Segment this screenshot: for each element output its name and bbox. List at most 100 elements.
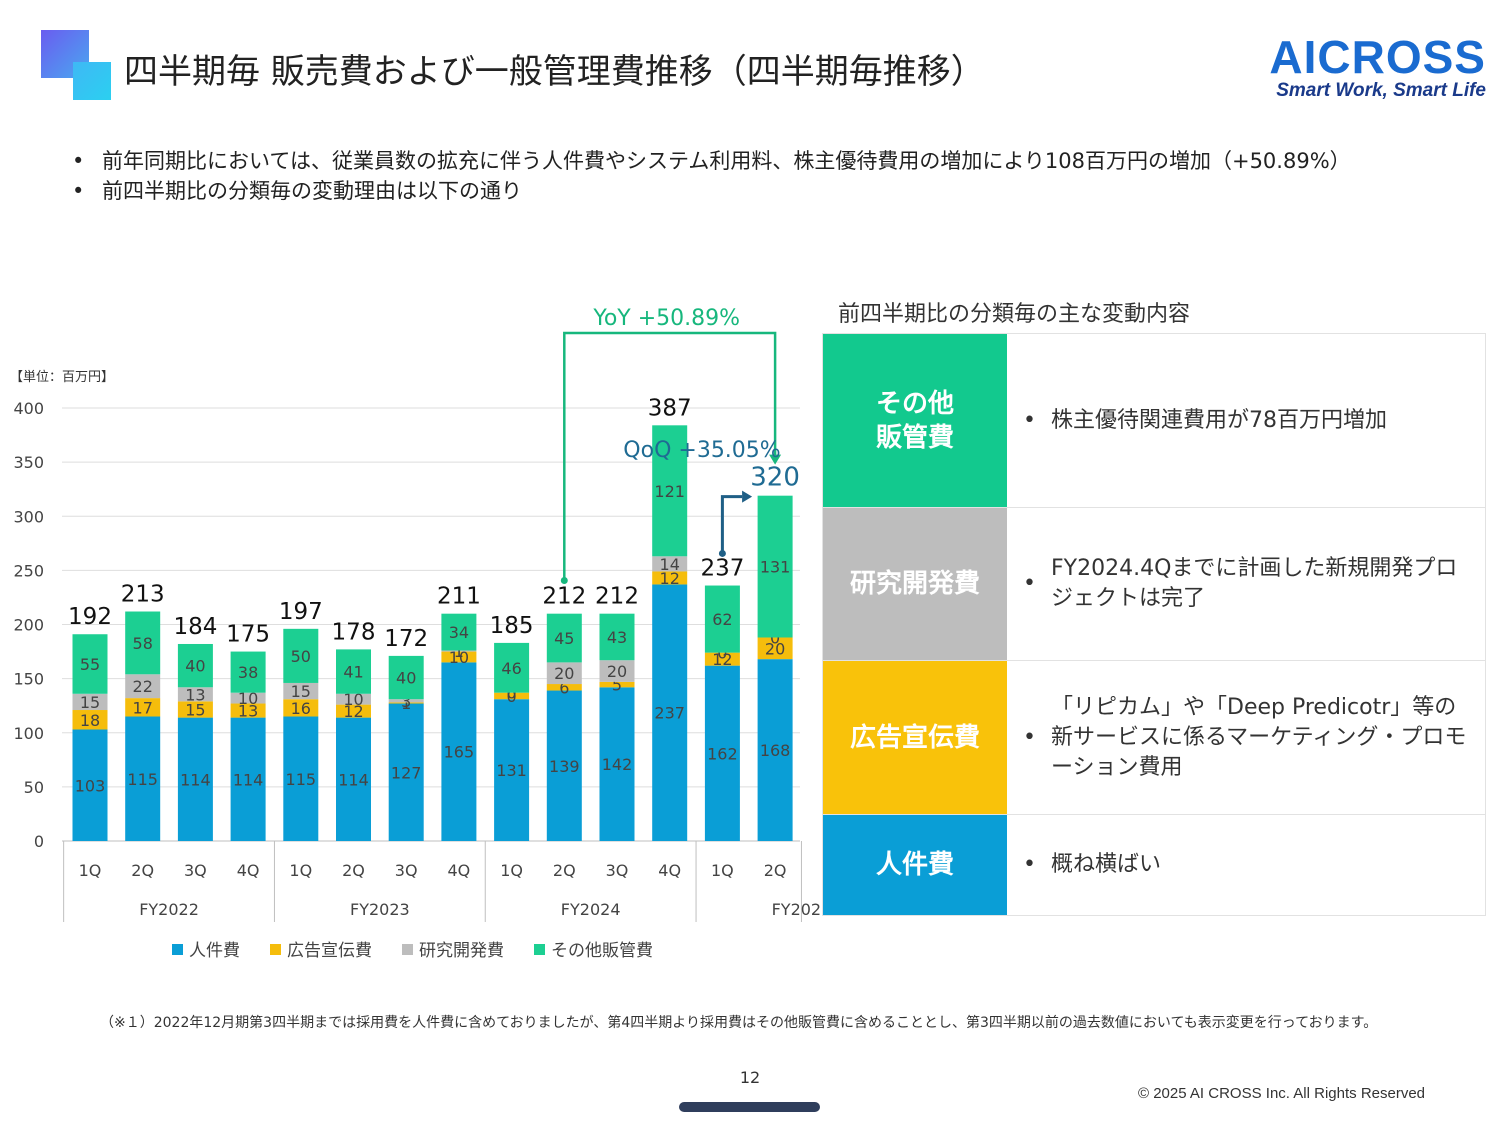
segment-label: 1: [454, 642, 464, 661]
bar-segment: [388, 703, 424, 841]
footnote: （※１）2022年12月期第3四半期までは採用費を人件費に含めておりましたが、第…: [100, 1015, 1378, 1031]
segment-label: 12: [660, 569, 680, 588]
bar-segment: [283, 682, 319, 700]
bar-segment: [336, 717, 371, 841]
unit-label: 【単位：百万円】: [10, 369, 114, 385]
segment-label: 1: [401, 694, 411, 713]
bar-segment: [72, 693, 108, 711]
segment-label: 114: [180, 770, 211, 789]
segment-label: 43: [607, 628, 627, 647]
segment-label: 3: [401, 692, 411, 711]
change-reason-table: その他 販管費 • 株主優待関連費用が78百万円増加 研究開発費 • FY2024.…: [822, 333, 1486, 916]
row-desc: • 概ね横ばい: [1023, 852, 1162, 877]
segment-label: 12: [712, 650, 732, 669]
segment-label: 0: [770, 628, 780, 647]
bar-segment: [230, 703, 266, 718]
panel-title: 前四半期比の分類毎の主な変動内容: [838, 302, 1191, 327]
bar-segment: [177, 643, 213, 688]
bar-segment: [125, 611, 161, 675]
x-tick-label: 2Q: [764, 861, 787, 880]
bar-segment: [704, 585, 740, 653]
bar-segment: [757, 637, 793, 660]
legend-swatch: [402, 944, 413, 955]
qoq-arrow: [720, 495, 743, 554]
qoq-arrowhead: [742, 490, 753, 503]
segment-label: 14: [660, 555, 680, 574]
segment-label: 17: [133, 698, 153, 717]
bar-segment: [336, 649, 371, 694]
segment-label: 13: [238, 702, 258, 721]
bar-segment: [283, 716, 319, 841]
summary-bullets: • 前年同期比においては、従業員数の拡充に伴う人件費やシステム利用料、株主優待費用…: [72, 146, 1351, 206]
x-tick-label: 1Q: [711, 861, 734, 880]
bar-segment: [494, 642, 530, 693]
bar-segment: [599, 660, 635, 682]
bar-segment: [230, 692, 266, 704]
y-tick-label: 200: [13, 616, 44, 635]
total-label: 178: [332, 619, 376, 645]
segment-label: 115: [127, 770, 158, 789]
segment-label: 46: [501, 659, 521, 678]
y-tick-label: 50: [24, 778, 44, 797]
legend-swatch: [270, 944, 281, 955]
bullet-item: • 前四半期比の分類毎の変動理由は以下の通り: [72, 179, 522, 203]
yoy-arrowhead: [769, 454, 782, 465]
y-tick-label: 400: [13, 399, 44, 418]
bar-segment: [652, 425, 688, 557]
sga-stacked-bar-chart: 【単位：百万円】05010015020025030035040010318155…: [10, 306, 830, 961]
bar-segment: [704, 652, 740, 666]
yoy-bracket: [563, 331, 777, 581]
bar-segment: [441, 650, 477, 652]
bar-segment: [704, 665, 740, 841]
bar-segment: [494, 692, 530, 700]
total-label: 185: [490, 613, 534, 639]
row-label: 研究開発費: [823, 508, 1007, 660]
row-desc: • FY2024.4Qまでに計画した新規開発プロジェクトは完了: [1023, 556, 1458, 611]
page-title: 四半期毎 販売費および一般管理費推移（四半期毎推移）: [124, 52, 985, 92]
segment-label: 10: [449, 648, 469, 667]
segment-label: 10: [238, 689, 258, 708]
bar-segment: [441, 662, 477, 841]
segment-label: 168: [760, 741, 791, 760]
page-number: 12: [739, 1068, 761, 1087]
total-label: 197: [279, 599, 323, 625]
legend-label: 人件費: [189, 941, 240, 961]
segment-label: 131: [496, 761, 527, 780]
qoq-label: QoQ +35.05%: [623, 438, 780, 463]
bar-segment: [125, 716, 161, 841]
logo-name: AICROSS: [1269, 31, 1486, 83]
bar-segment: [336, 704, 371, 718]
legend-label: 広告宣伝費: [287, 941, 372, 961]
segment-label: 114: [338, 770, 369, 789]
segment-label: 62: [712, 610, 732, 629]
qoq-start-dot: [718, 549, 726, 557]
page-indicator-bar: [679, 1102, 820, 1112]
x-tick-label: 3Q: [184, 861, 207, 880]
segment-label: 20: [607, 662, 627, 681]
group-label: FY2025: [772, 900, 830, 919]
segment-label: 114: [233, 770, 264, 789]
legend-label: 研究開発費: [419, 941, 504, 961]
x-tick-label: 1Q: [500, 861, 523, 880]
bar-segment: [546, 613, 582, 663]
segment-label: 40: [185, 657, 205, 676]
segment-label: 41: [343, 663, 363, 682]
legend-label: その他販管費: [551, 941, 653, 961]
total-label: 213: [121, 582, 165, 608]
x-tick-label: 1Q: [79, 861, 102, 880]
y-tick-label: 350: [13, 453, 44, 472]
bar-segment: [72, 710, 108, 730]
segment-label: 121: [654, 482, 685, 501]
y-tick-label: 0: [34, 832, 44, 851]
segment-label: 115: [286, 770, 317, 789]
total-label: 387: [648, 395, 692, 421]
x-tick-label: 2Q: [131, 861, 154, 880]
bar-segment: [388, 702, 424, 704]
segment-label: 0: [507, 687, 517, 706]
segment-label: 20: [554, 664, 574, 683]
segment-label: 5: [612, 676, 622, 695]
row-personnel: 人件費 • 概ね横ばい: [823, 815, 1485, 915]
bar-segment: [757, 659, 793, 841]
segment-label: 237: [654, 704, 685, 723]
row-advertising: 広告宣伝費 • 「リピカム」や「Deep Predicotr」等の新サービスに係る…: [823, 661, 1485, 815]
